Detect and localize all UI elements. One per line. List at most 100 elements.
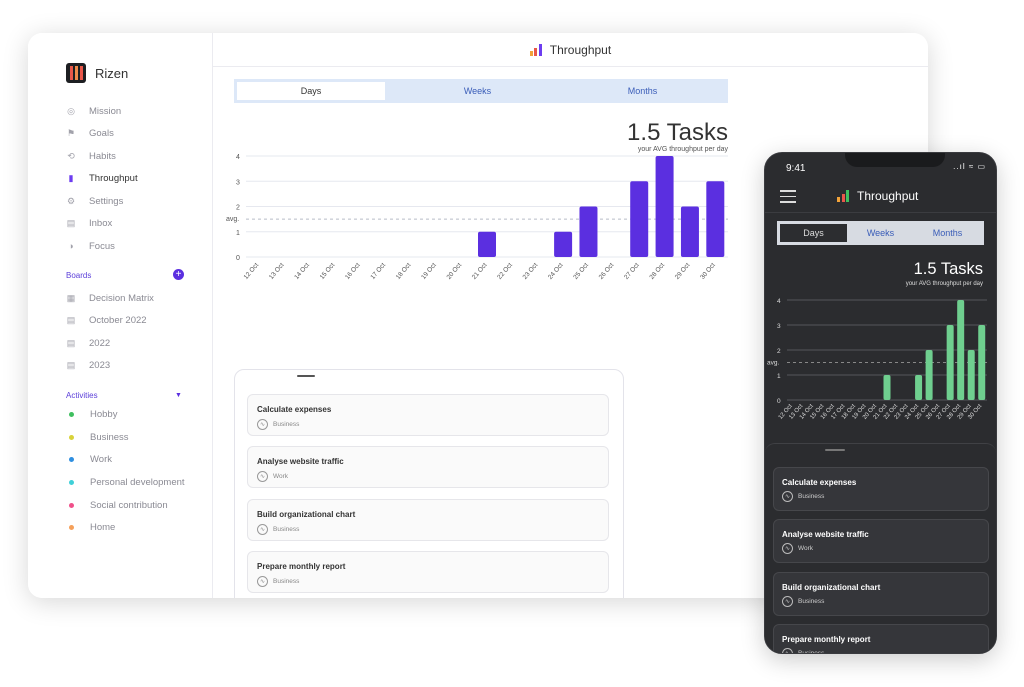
sidebar-item-goals[interactable]: ⚑ Goals xyxy=(66,123,138,146)
y-tick-label: 3 xyxy=(236,179,240,186)
activity-label: Business xyxy=(90,431,129,443)
task-card[interactable]: Prepare monthly report ∿ Business xyxy=(247,551,609,593)
sidebar: Rizen ◎ Mission ⚑ Goals ⟲ Habits ▮ Throughpu… xyxy=(28,33,213,598)
board-label: October 2022 xyxy=(89,315,147,327)
board-icon: ▤ xyxy=(66,315,76,326)
avg-label: avg. xyxy=(226,216,239,223)
bars-icon: ▮ xyxy=(68,173,74,184)
x-tick-label: 27 Oct xyxy=(623,262,641,281)
board-item[interactable]: ▦ Decision Matrix xyxy=(66,287,154,310)
task-card[interactable]: Build organizational chart ∿ Business xyxy=(773,572,989,616)
task-tag-label: Business xyxy=(798,493,825,500)
chevron-down-icon[interactable]: ▼ xyxy=(175,392,182,399)
tab-days[interactable]: Days xyxy=(237,82,385,100)
board-item[interactable]: ▤ 2023 xyxy=(66,355,154,378)
task-panel: Calculate expenses ∿ Business Analyse web… xyxy=(234,369,624,598)
x-tick-label: 15 Oct xyxy=(319,262,337,281)
target-icon: ◎ xyxy=(67,105,75,116)
activity-item[interactable]: Home xyxy=(66,516,185,539)
sidebar-item-label: Throughput xyxy=(89,173,138,185)
x-tick-label: 29 Oct xyxy=(674,262,692,281)
phone-period-tabs: Days Weeks Months xyxy=(777,221,984,245)
tab-weeks[interactable]: Weeks xyxy=(463,86,492,96)
x-tick-label: 16 Oct xyxy=(344,262,362,281)
y-tick-label: 2 xyxy=(777,348,781,355)
app-name: Rizen xyxy=(95,65,129,81)
chart-bar xyxy=(978,325,986,400)
sidebar-item-label: Goals xyxy=(89,128,114,140)
task-tag-label: Business xyxy=(273,578,300,585)
x-tick-label: 21 Oct xyxy=(471,262,489,281)
tab-days[interactable]: Days xyxy=(780,224,847,242)
sidebar-item-inbox[interactable]: ▤ Inbox xyxy=(66,213,138,236)
activity-dot xyxy=(69,502,74,508)
focus-icon: ◑ xyxy=(68,241,74,252)
activity-icon: ∿ xyxy=(782,596,793,607)
sidebar-item-label: Inbox xyxy=(89,218,113,230)
task-card[interactable]: Analyse website traffic ∿ Work xyxy=(247,446,609,488)
task-tag: ∿ Work xyxy=(782,543,813,554)
task-tag: ∿ Business xyxy=(782,648,824,653)
activity-dot xyxy=(69,434,74,440)
task-card[interactable]: Analyse website traffic ∿ Work xyxy=(773,519,989,563)
activity-item[interactable]: Hobby xyxy=(66,403,185,426)
drag-handle[interactable] xyxy=(825,449,845,451)
activity-icon: ∿ xyxy=(782,648,793,653)
sidebar-item-throughput[interactable]: ▮ Throughput xyxy=(66,168,138,191)
task-title: Build organizational chart xyxy=(257,510,356,519)
sidebar-item-habits[interactable]: ⟲ Habits xyxy=(66,145,138,168)
x-tick-label: 28 Oct xyxy=(648,262,666,281)
board-icon: ▤ xyxy=(66,360,76,371)
chart-bar xyxy=(925,350,933,400)
phone-mockup: 9:41 ..ıl ≈ ▭ Throughput Days Weeks Mont… xyxy=(764,152,997,654)
activity-item[interactable]: Personal development xyxy=(66,471,185,494)
sidebar-item-focus[interactable]: ◑ Focus xyxy=(66,235,138,258)
task-tag-label: Work xyxy=(273,473,289,480)
sidebar-item-settings[interactable]: ⚙ Settings xyxy=(66,190,138,213)
y-tick-label: 2 xyxy=(236,205,240,212)
task-card[interactable]: Build organizational chart ∿ Business xyxy=(247,499,609,541)
task-card[interactable]: Calculate expenses ∿ Business xyxy=(247,394,609,436)
task-card[interactable]: Prepare monthly report ∿ Business xyxy=(773,624,989,653)
tab-months[interactable]: Months xyxy=(932,228,963,238)
board-item[interactable]: ▤ October 2022 xyxy=(66,310,154,333)
y-tick-label: 4 xyxy=(236,154,240,161)
x-tick-label: 17 Oct xyxy=(369,262,387,281)
activity-icon: ∿ xyxy=(257,419,268,430)
hamburger-menu-icon[interactable] xyxy=(780,190,796,207)
phone-title: Throughput xyxy=(837,189,918,203)
y-tick-label: 1 xyxy=(777,373,781,380)
task-tag-label: Work xyxy=(798,545,814,552)
inbox-icon: ▤ xyxy=(66,218,76,229)
y-tick-label: 0 xyxy=(777,398,781,405)
throughput-icon xyxy=(837,190,849,202)
activity-icon: ∿ xyxy=(257,576,268,587)
chart-bar xyxy=(579,206,598,257)
sidebar-item-mission[interactable]: ◎ Mission xyxy=(66,100,138,123)
x-tick-label: 26 Oct xyxy=(598,262,616,281)
phone-title-text: Throughput xyxy=(857,189,919,203)
phone-task-sheet: Calculate expenses ∿ Business Analyse web… xyxy=(765,443,996,653)
app-logo-icon xyxy=(66,63,86,83)
activity-icon: ∿ xyxy=(782,491,793,502)
activity-item[interactable]: Work xyxy=(66,448,185,471)
activity-item[interactable]: Social contribution xyxy=(66,494,185,517)
task-tag-label: Business xyxy=(273,421,300,428)
activity-item[interactable]: Business xyxy=(66,426,185,449)
chart-bar xyxy=(706,181,725,257)
x-tick-label: 25 Oct xyxy=(572,262,590,281)
tab-months[interactable]: Months xyxy=(627,86,658,96)
board-icon: ▤ xyxy=(66,337,76,348)
chart-bar xyxy=(655,156,674,257)
board-list: ▦ Decision Matrix ▤ October 2022 ▤ 2022 ▤ 20… xyxy=(66,287,154,377)
add-board-button[interactable]: + xyxy=(173,269,184,280)
task-tag-label: Business xyxy=(273,526,300,533)
sidebar-item-label: Habits xyxy=(89,150,116,162)
sidebar-item-label: Settings xyxy=(89,195,124,207)
task-card[interactable]: Calculate expenses ∿ Business xyxy=(773,467,989,511)
activity-label: Work xyxy=(90,454,112,466)
board-item[interactable]: ▤ 2022 xyxy=(66,332,154,355)
drag-handle[interactable] xyxy=(297,375,315,377)
tab-weeks[interactable]: Weeks xyxy=(866,228,895,238)
window-title: Throughput xyxy=(549,42,612,57)
